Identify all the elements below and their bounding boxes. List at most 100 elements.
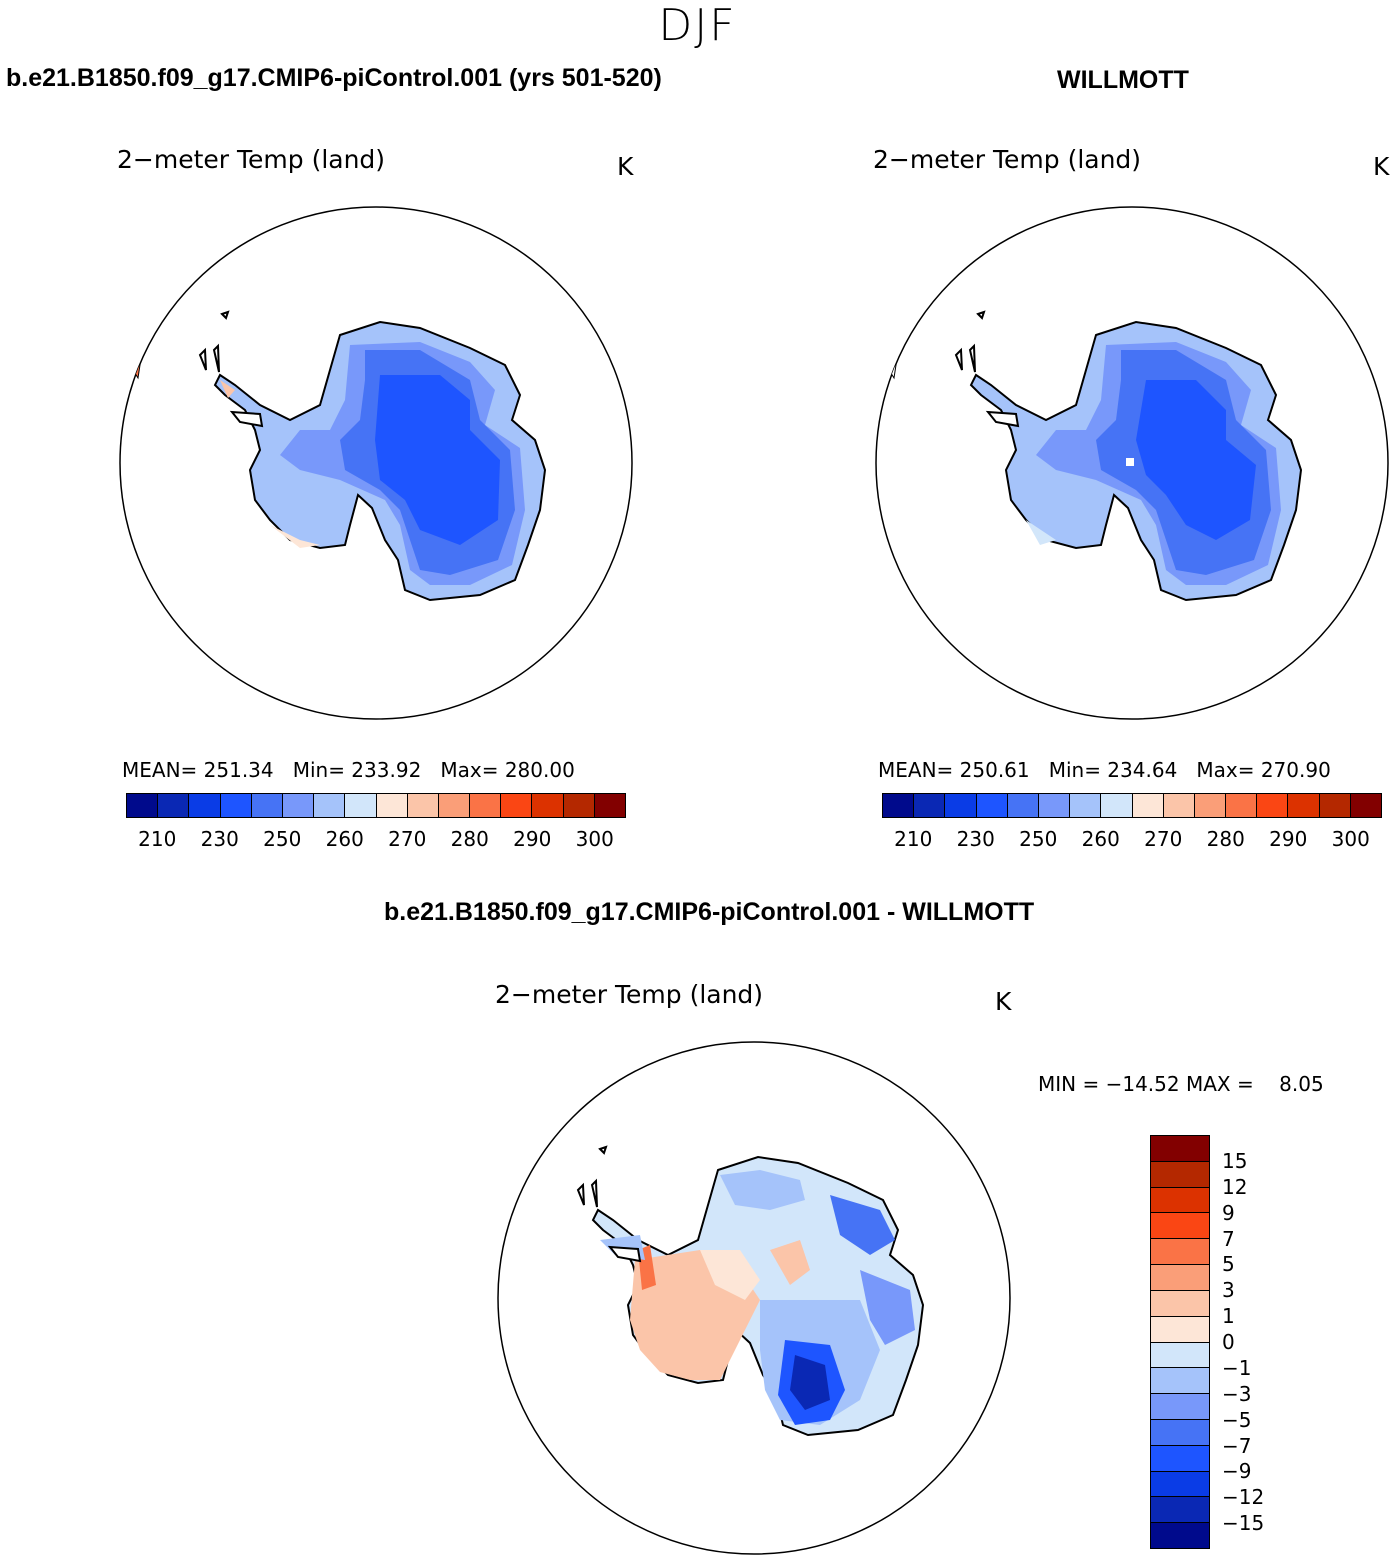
right-variable-label: 2−meter Temp (land) [873, 145, 1142, 174]
right-stats: MEAN= 250.61 Min= 234.64 Max= 270.90 [878, 758, 1331, 782]
diff-colorbar-swatch [1151, 1265, 1209, 1291]
right-colorbar-swatch [976, 794, 1008, 817]
diff-colorbar-swatch [1151, 1342, 1209, 1369]
right-colorbar-swatch [1038, 794, 1071, 817]
right-colorbar-swatch [1163, 794, 1195, 817]
right-colorbar-swatch [1194, 794, 1227, 817]
right-colorbar-swatch [1226, 794, 1258, 817]
left-colorbar-swatch [189, 794, 221, 817]
left-colorbar-swatch [470, 794, 502, 817]
left-colorbar-tick-label: 210 [138, 827, 177, 851]
right-colorbar-swatch [883, 794, 915, 817]
diff-colorbar-tick-label: 1 [1222, 1304, 1235, 1329]
left-colorbar-swatch [532, 794, 564, 817]
left-variable-label: 2−meter Temp (land) [117, 145, 386, 174]
right-colorbar-swatch [1350, 794, 1381, 817]
diff-colorbar-swatch [1151, 1368, 1209, 1395]
right-case-title: WILLMOTT [1057, 66, 1189, 94]
left-colorbar-swatch [158, 794, 190, 817]
right-colorbar-tick-label: 300 [1331, 827, 1370, 851]
right-colorbar-tick-label: 280 [1206, 827, 1245, 851]
right-colorbar-swatch [1101, 794, 1133, 817]
left-colorbar-tick-label: 300 [575, 827, 614, 851]
left-colorbar-swatch [345, 794, 377, 817]
diff-colorbar-swatch [1151, 1290, 1209, 1317]
right-colorbar-tick-label: 250 [1019, 827, 1058, 851]
right-colorbar-tick-label: 260 [1081, 827, 1120, 851]
left-colorbar-swatch [127, 794, 159, 817]
right-units-label: K [1373, 152, 1390, 181]
left-stats: MEAN= 251.34 Min= 233.92 Max= 280.00 [122, 758, 575, 782]
diff-colorbar [1150, 1135, 1210, 1549]
right-colorbar [882, 793, 1382, 818]
right-colorbar-tick-label: 210 [894, 827, 933, 851]
right-colorbar-swatch [1319, 794, 1351, 817]
diff-colorbar-swatch [1151, 1187, 1209, 1214]
diff-stats: MIN = −14.52 MAX = 8.05 [1038, 1072, 1324, 1096]
left-colorbar-swatch [438, 794, 471, 817]
right-colorbar-swatch [1288, 794, 1320, 817]
diff-colorbar-tick-label: −12 [1222, 1485, 1265, 1510]
right-colorbar-tick-label: 270 [1144, 827, 1183, 851]
diff-colorbar-tick-label: 12 [1222, 1174, 1248, 1199]
left-colorbar-tick-label: 260 [325, 827, 364, 851]
left-colorbar-swatch [220, 794, 252, 817]
left-colorbar-swatch [282, 794, 315, 817]
diff-colorbar-swatch [1151, 1471, 1209, 1498]
diff-colorbar-swatch [1151, 1136, 1209, 1162]
left-colorbar [126, 793, 626, 818]
left-colorbar-tick-label: 230 [200, 827, 239, 851]
diff-colorbar-tick-label: 0 [1222, 1330, 1235, 1354]
diff-colorbar-swatch [1151, 1239, 1209, 1266]
right-colorbar-labels: 210 230 250 260 270 280 290 300 [882, 827, 1382, 851]
right-colorbar-swatch [1007, 794, 1039, 817]
diff-colorbar-tick-label: −3 [1222, 1381, 1252, 1406]
left-colorbar-swatch [314, 794, 346, 817]
diff-colorbar-tick-label: 9 [1222, 1200, 1235, 1225]
left-colorbar-swatch [376, 794, 408, 817]
diff-colorbar-tick-label: −9 [1222, 1459, 1252, 1484]
left-colorbar-swatch [594, 794, 625, 817]
diff-colorbar-tick-label: −15 [1222, 1511, 1265, 1536]
left-colorbar-tick-label: 250 [263, 827, 302, 851]
diff-colorbar-swatch [1151, 1497, 1209, 1524]
diff-colorbar-tick-label: 7 [1222, 1226, 1235, 1251]
diff-colorbar-tick-label: −7 [1222, 1433, 1252, 1458]
diff-colorbar-tick-label: 3 [1222, 1278, 1235, 1303]
left-units-label: K [617, 152, 634, 181]
diff-colorbar-swatch [1151, 1419, 1209, 1446]
left-colorbar-labels: 210 230 250 260 270 280 290 300 [126, 827, 626, 851]
right-colorbar-tick-label: 290 [1269, 827, 1308, 851]
diff-colorbar-labels: 15 12 9 7 5 3 1 0 −1 −3 −5 −7 −9 −12 −15 [1222, 1135, 1282, 1549]
diff-colorbar-tick-label: −1 [1222, 1355, 1252, 1380]
diff-units-label: K [995, 987, 1012, 1016]
diff-case-title: b.e21.B1850.f09_g17.CMIP6-piControl.001 … [384, 898, 1035, 926]
diff-colorbar-swatch [1151, 1213, 1209, 1240]
diff-colorbar-tick-label: 5 [1222, 1252, 1235, 1277]
left-colorbar-tick-label: 270 [388, 827, 427, 851]
season-title: DJF [658, 0, 737, 51]
right-colorbar-swatch [1132, 794, 1164, 817]
diff-colorbar-swatch [1151, 1523, 1209, 1548]
diff-colorbar-tick-label: 15 [1222, 1148, 1248, 1173]
right-colorbar-swatch [1257, 794, 1289, 817]
diff-variable-label: 2−meter Temp (land) [495, 980, 764, 1009]
left-colorbar-swatch [407, 794, 439, 817]
left-colorbar-swatch [501, 794, 533, 817]
diff-colorbar-tick-label: −5 [1222, 1407, 1252, 1432]
diff-colorbar-swatch [1151, 1394, 1209, 1420]
left-case-title: b.e21.B1850.f09_g17.CMIP6-piControl.001 … [6, 64, 662, 92]
right-colorbar-tick-label: 230 [956, 827, 995, 851]
diff-colorbar-swatch [1151, 1316, 1209, 1343]
left-colorbar-tick-label: 290 [513, 827, 552, 851]
left-colorbar-tick-label: 280 [450, 827, 489, 851]
right-colorbar-swatch [914, 794, 946, 817]
left-colorbar-swatch [251, 794, 283, 817]
diff-colorbar-swatch [1151, 1161, 1209, 1188]
right-colorbar-swatch [945, 794, 977, 817]
right-colorbar-swatch [1070, 794, 1102, 817]
diff-colorbar-swatch [1151, 1445, 1209, 1472]
